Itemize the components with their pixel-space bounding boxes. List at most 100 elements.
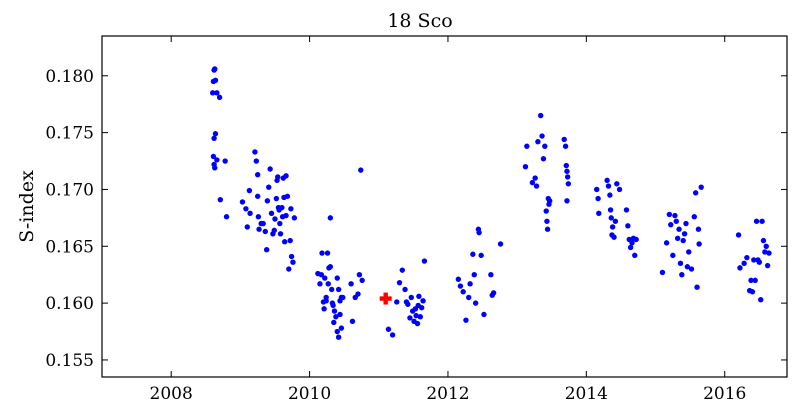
plot-frame — [101, 35, 788, 378]
data-point — [686, 249, 692, 255]
data-point — [758, 297, 764, 303]
data-point — [478, 252, 484, 259]
data-point — [421, 258, 428, 264]
data-point — [331, 308, 338, 314]
data-point — [263, 246, 270, 253]
data-point — [331, 319, 337, 326]
data-point — [211, 135, 217, 141]
data-point — [252, 149, 258, 155]
data-point — [611, 234, 617, 240]
x-tick-label: 2012 — [426, 384, 469, 404]
x-tick-label: 2010 — [288, 384, 331, 404]
data-point — [288, 206, 294, 212]
data-point — [696, 241, 702, 247]
data-point — [327, 215, 334, 221]
data-point — [691, 214, 697, 220]
data-point — [291, 215, 298, 221]
data-point — [402, 286, 408, 293]
data-point — [264, 198, 271, 204]
data-point — [471, 272, 477, 278]
highlight-point — [379, 292, 392, 305]
data-point — [253, 158, 259, 164]
data-point — [470, 251, 476, 257]
data-point — [695, 226, 702, 232]
data-point — [323, 298, 329, 304]
data-point — [633, 236, 639, 243]
data-point — [681, 231, 688, 237]
data-point — [212, 165, 218, 171]
data-point — [688, 266, 695, 272]
data-point — [317, 281, 323, 287]
data-point — [273, 195, 280, 202]
data-point — [762, 249, 768, 255]
data-point — [612, 218, 619, 224]
data-point — [334, 328, 340, 335]
data-point — [594, 186, 600, 193]
data-point — [673, 218, 679, 224]
data-point — [607, 207, 614, 213]
data-point — [524, 143, 530, 149]
data-point — [668, 221, 674, 228]
data-point — [632, 252, 638, 259]
data-point — [288, 253, 295, 260]
data-point — [329, 286, 335, 293]
data-point — [330, 302, 336, 309]
data-point — [674, 235, 681, 242]
data-point — [537, 112, 544, 119]
data-point — [277, 231, 284, 237]
data-point — [359, 277, 365, 284]
data-point — [335, 286, 342, 293]
data-point — [760, 237, 767, 244]
data-point — [476, 229, 482, 236]
data-point — [417, 314, 423, 320]
data-point — [212, 66, 218, 72]
data-point — [680, 237, 686, 244]
data-point — [287, 237, 293, 244]
data-point — [355, 291, 361, 297]
data-point — [460, 289, 466, 295]
y-tick-label: 0.165 — [45, 237, 94, 257]
data-point — [748, 277, 754, 284]
data-point — [694, 284, 700, 290]
data-point — [260, 220, 266, 227]
data-point — [533, 183, 540, 189]
data-point — [277, 220, 283, 227]
data-point — [455, 276, 462, 282]
data-point — [271, 227, 277, 234]
data-point — [544, 226, 551, 232]
data-point — [759, 218, 765, 224]
data-point — [324, 250, 331, 256]
data-point — [564, 198, 570, 204]
data-point — [256, 226, 262, 232]
data-point — [214, 90, 220, 96]
data-point — [735, 232, 742, 238]
data-point — [540, 156, 547, 162]
data-point — [407, 315, 413, 321]
x-tick-label: 2016 — [703, 384, 746, 404]
y-axis-label: S-index — [16, 170, 38, 243]
y-axis-ticks: 0.155 0.160 0.165 0.170 0.175 0.180 — [45, 67, 787, 371]
data-point — [561, 136, 567, 143]
data-point — [490, 290, 497, 296]
data-point — [408, 294, 414, 301]
data-point — [463, 317, 469, 323]
data-point — [420, 298, 426, 304]
data-point — [744, 254, 750, 261]
data-point — [275, 174, 281, 180]
data-point — [614, 181, 620, 187]
data-point — [318, 272, 325, 278]
data-point — [663, 240, 670, 246]
data-point — [684, 264, 691, 270]
data-point — [698, 184, 704, 190]
data-point — [246, 187, 253, 194]
data-point — [214, 157, 220, 163]
data-point — [254, 193, 261, 199]
data-point — [272, 216, 278, 222]
x-tick-label: 2014 — [565, 384, 608, 404]
data-point — [319, 250, 325, 256]
data-point — [210, 153, 217, 160]
data-point — [266, 184, 272, 190]
data-point — [239, 199, 246, 205]
data-point — [389, 332, 396, 338]
